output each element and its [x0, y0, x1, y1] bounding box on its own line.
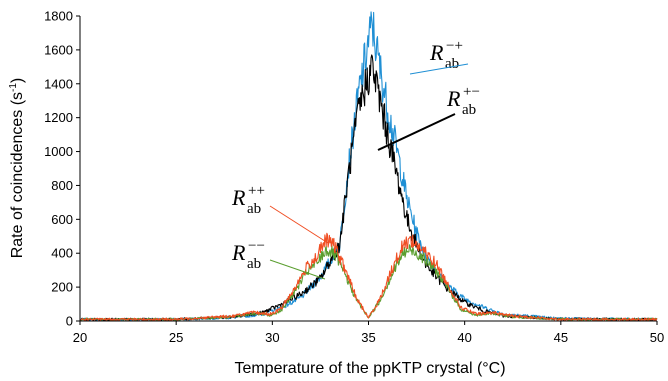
series-line-1 [79, 54, 657, 322]
x-tick-labels: 20 25 30 35 40 45 50 [73, 330, 664, 345]
y-axis-title-exponent: -1 [8, 83, 19, 92]
x-tick-label: 50 [650, 330, 664, 345]
y-tick-label: 1400 [44, 76, 73, 91]
y-tick-label: 200 [51, 280, 73, 295]
series-line-3 [79, 244, 658, 322]
y-tick-label: 1000 [44, 144, 73, 159]
series-label-superscript: −+ [446, 38, 463, 54]
series-label-subscript: ab [445, 56, 459, 72]
series-label-main: R [429, 40, 444, 65]
x-tick-label: 35 [361, 330, 375, 345]
series-line-0 [79, 11, 658, 322]
series-layer [79, 11, 658, 322]
series-line-2 [79, 232, 658, 322]
series-label-main: R [231, 240, 246, 265]
y-tick-label: 800 [51, 178, 73, 193]
y-tick-label: 600 [51, 212, 73, 227]
x-axis-title: Temperature of the ppKTP crystal (°C) [234, 360, 505, 377]
series-label-superscript: −− [248, 238, 265, 254]
series-label-superscript: ++ [248, 183, 265, 199]
x-tick-label: 20 [73, 330, 87, 345]
leader-lines [269, 63, 469, 280]
leader-line-0 [409, 63, 469, 75]
y-tick-label: 1200 [44, 110, 73, 125]
series-label-superscript: +− [463, 84, 480, 100]
axes [76, 15, 658, 325]
x-tick-label: 40 [457, 330, 471, 345]
leader-line-1 [377, 113, 456, 151]
series-label-subscript: ab [247, 256, 261, 272]
y-tick-label: 400 [51, 246, 73, 261]
series-label-main: R [231, 185, 246, 210]
series-label-subscript: ab [462, 102, 476, 118]
leader-line-2 [269, 205, 329, 244]
x-tick-label: 45 [554, 330, 568, 345]
y-axis-title-close: ) [9, 78, 26, 83]
leader-line-3 [269, 259, 326, 280]
x-tick-label: 30 [265, 330, 279, 345]
x-tick-label: 25 [169, 330, 183, 345]
y-tick-label: 1800 [44, 9, 73, 24]
series-label-subscript: ab [247, 201, 261, 217]
y-tick-label: 1600 [44, 42, 73, 57]
series-label-main: R [446, 86, 461, 111]
y-tick-label: 0 [66, 314, 73, 329]
y-axis-title-main: Rate of coincidences (s [9, 92, 26, 258]
y-tick-labels: 0 200 400 600 800 1000 1200 1400 1600 1800 [44, 9, 73, 329]
y-axis-title: Rate of coincidences (s-1) [8, 78, 26, 259]
